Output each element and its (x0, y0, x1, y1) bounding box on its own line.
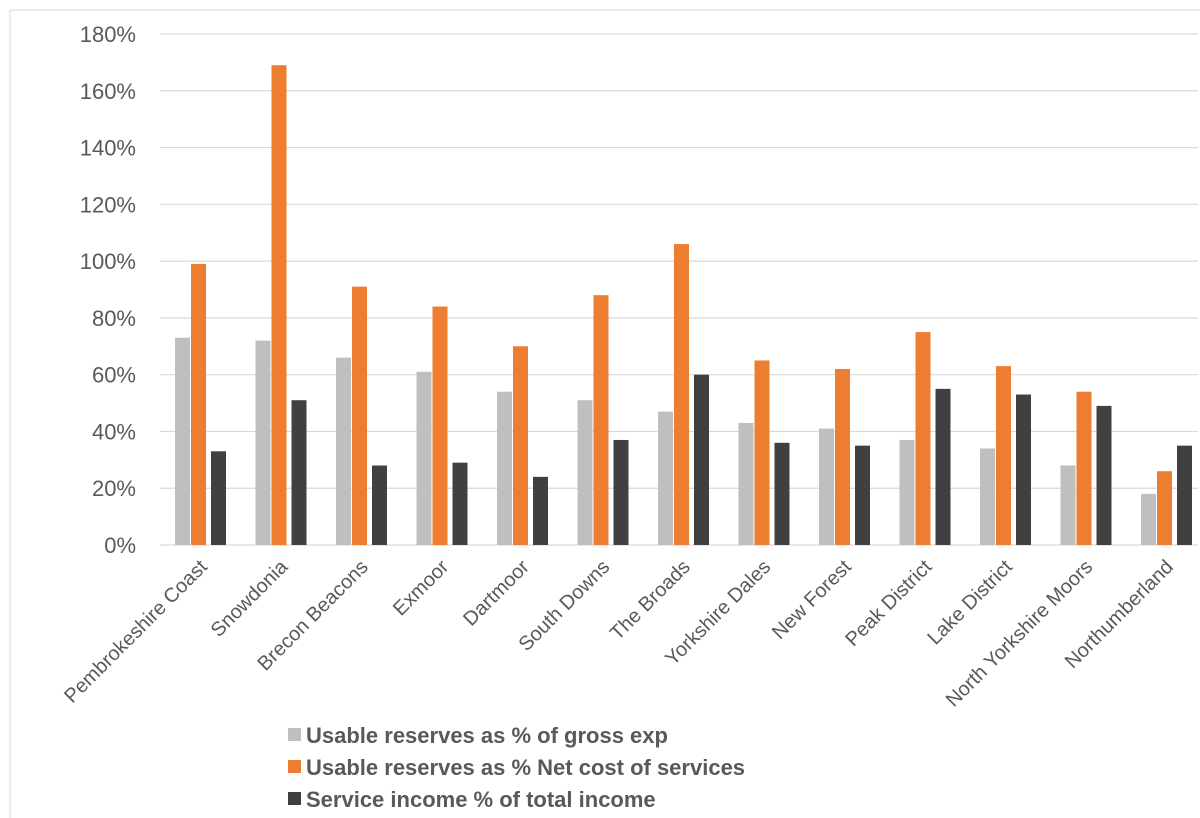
category-label: Peak District (841, 556, 936, 651)
bar-series-1 (1141, 493, 1156, 545)
bar-series-3 (1096, 405, 1112, 545)
category-label: Snowdonia (207, 555, 293, 641)
legend-swatch (288, 728, 301, 741)
bar-series-3 (1177, 445, 1192, 545)
bar-series-2 (271, 65, 287, 545)
bar-series-3 (372, 465, 387, 545)
category-label: New Forest (768, 556, 856, 644)
legend-swatch (288, 792, 301, 805)
bar-series-3 (1016, 394, 1031, 545)
bar-series-1 (336, 357, 351, 545)
bar-series-3 (291, 400, 307, 545)
bar-series-2 (915, 332, 931, 545)
bar-series-1 (577, 400, 593, 545)
legend: Usable reserves as % of gross exp Usable … (288, 723, 745, 812)
category-label: Exmoor (389, 556, 454, 621)
bar-series-1 (658, 411, 673, 545)
y-tick-label: 60% (92, 363, 136, 388)
bar-series-2 (191, 263, 206, 545)
y-tick-label: 140% (80, 136, 136, 161)
legend-swatch (288, 760, 301, 773)
y-tick-label: 80% (92, 306, 136, 331)
bar-series-1 (738, 422, 754, 545)
category-label: Dartmoor (459, 556, 534, 631)
bar-series-3 (694, 374, 709, 545)
bar-series-3 (613, 439, 629, 545)
bar-series-2 (352, 286, 367, 545)
bar-series-1 (416, 371, 432, 545)
bar-series-2 (754, 360, 770, 545)
y-tick-label: 0% (104, 533, 136, 558)
bars (175, 65, 1192, 546)
y-tick-label: 40% (92, 419, 136, 444)
bar-series-1 (255, 340, 271, 545)
bar-series-3 (855, 445, 870, 545)
y-tick-label: 180% (80, 22, 136, 47)
bar-series-3 (211, 451, 226, 545)
bar-series-1 (819, 428, 834, 545)
bar-series-2 (593, 295, 609, 545)
bar-series-2 (996, 366, 1011, 545)
category-label: Pembrokeshire Coast (60, 556, 212, 708)
bar-series-3 (533, 476, 548, 545)
bar-series-1 (175, 337, 190, 545)
bar-series-2 (1076, 391, 1092, 545)
bar-series-3 (935, 388, 951, 545)
y-axis-tick-labels: 0% 20% 40% 60% 80% 100% 120% 140% 160% 180% (80, 22, 136, 558)
legend-label: Service income % of total income (306, 787, 656, 812)
y-tick-label: 120% (80, 192, 136, 217)
y-tick-label: 20% (92, 476, 136, 501)
bar-series-3 (774, 442, 790, 545)
legend-label: Usable reserves as % of gross exp (306, 723, 668, 748)
bar-series-2 (513, 346, 528, 545)
bar-series-1 (497, 391, 512, 545)
bar-series-1 (980, 448, 995, 545)
bar-series-2 (432, 306, 448, 545)
legend-label: Usable reserves as % Net cost of service… (306, 755, 745, 780)
category-label: North Yorkshire Moors (942, 556, 1097, 711)
y-tick-label: 160% (80, 79, 136, 104)
bar-series-1 (1060, 465, 1076, 545)
bar-series-1 (899, 439, 915, 545)
category-label: The Broads (606, 556, 695, 645)
bar-series-2 (674, 244, 689, 546)
y-tick-label: 100% (80, 249, 136, 274)
bar-series-2 (1157, 471, 1172, 545)
bar-series-2 (835, 368, 850, 545)
bar-series-3 (452, 462, 468, 545)
